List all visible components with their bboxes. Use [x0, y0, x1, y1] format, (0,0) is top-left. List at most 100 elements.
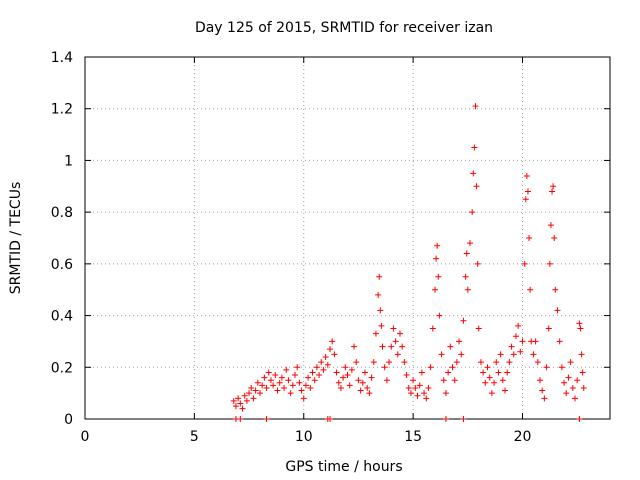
x-tick-label: 0 [81, 429, 90, 445]
data-point [527, 286, 534, 293]
data-point [342, 364, 349, 371]
data-point [504, 369, 511, 376]
data-point [278, 374, 285, 381]
data-point [311, 377, 318, 384]
data-point [460, 416, 467, 422]
y-tick-label: 0.4 [51, 309, 73, 325]
data-point [421, 390, 428, 397]
data-point [550, 183, 557, 190]
data-point [401, 359, 408, 366]
y-tick-label: 1.4 [51, 50, 73, 66]
data-point [502, 387, 508, 394]
data-point [551, 235, 558, 241]
data-point [414, 392, 421, 399]
data-point [467, 240, 473, 247]
data-point [472, 103, 479, 110]
data-point [473, 183, 480, 190]
data-point [327, 416, 333, 422]
data-point [556, 338, 563, 345]
data-point [543, 364, 550, 371]
data-point [348, 366, 355, 373]
data-point [320, 366, 327, 373]
data-point [565, 374, 572, 381]
data-point [337, 384, 344, 391]
data-point [254, 379, 261, 386]
data-point [241, 392, 248, 399]
data-point [552, 286, 559, 293]
x-tick-label: 10 [295, 429, 313, 445]
data-point [447, 343, 454, 350]
data-point [410, 377, 417, 384]
data-point [298, 387, 305, 394]
data-point [287, 390, 294, 397]
data-point [563, 390, 570, 397]
data-point [488, 390, 495, 397]
data-point [399, 343, 406, 350]
x-tick-label: 15 [404, 429, 422, 445]
data-point [375, 291, 382, 298]
data-point [442, 416, 449, 422]
x-tick-labels: 0 5 10 15 20 [81, 429, 532, 445]
data-point [460, 317, 467, 324]
data-point [329, 338, 336, 345]
data-point [392, 338, 399, 345]
data-point [394, 351, 401, 358]
data-point [357, 387, 364, 394]
data-point [580, 384, 587, 391]
data-point [407, 390, 414, 397]
data-point [324, 361, 331, 368]
data-point [309, 369, 316, 376]
data-point [475, 325, 482, 332]
data-point [416, 382, 423, 389]
data-point [474, 260, 481, 267]
data-point [569, 384, 576, 391]
data-point [524, 188, 531, 195]
data-point [434, 242, 441, 249]
data-point [235, 395, 242, 402]
data-point [451, 377, 458, 384]
data-point [364, 384, 371, 391]
data-point [388, 343, 395, 350]
data-point [433, 255, 440, 262]
data-point [292, 372, 298, 379]
data-point [480, 369, 487, 376]
data-point [576, 416, 583, 422]
data-point [517, 348, 524, 355]
data-point [346, 382, 353, 389]
data-point [484, 364, 491, 371]
data-point [313, 364, 320, 371]
data-point [232, 403, 239, 410]
x-tick-label: 5 [190, 429, 199, 445]
data-point [545, 325, 552, 332]
data-point [296, 379, 303, 386]
data-point [383, 377, 390, 384]
data-point [438, 351, 445, 358]
data-point [469, 209, 476, 216]
y-tick-label: 0.8 [51, 205, 73, 221]
data-point [491, 379, 498, 386]
data-point [370, 359, 377, 366]
data-point [267, 377, 274, 384]
data-point [331, 351, 338, 358]
data-point [482, 379, 489, 386]
data-point [470, 170, 477, 177]
data-point [532, 338, 539, 345]
data-point [318, 359, 325, 366]
data-point [445, 369, 452, 376]
data-point [270, 382, 277, 389]
data-point [340, 374, 347, 381]
data-point [307, 384, 314, 391]
data-point [372, 330, 379, 337]
data-point [289, 382, 296, 389]
data-point [281, 384, 288, 391]
data-point [530, 351, 537, 358]
data-point [322, 353, 329, 360]
data-point [351, 343, 358, 350]
data-point [453, 359, 460, 366]
data-point [436, 312, 443, 319]
data-point [423, 395, 430, 402]
data-point [458, 351, 465, 358]
data-point [359, 379, 366, 386]
data-point [376, 273, 383, 280]
